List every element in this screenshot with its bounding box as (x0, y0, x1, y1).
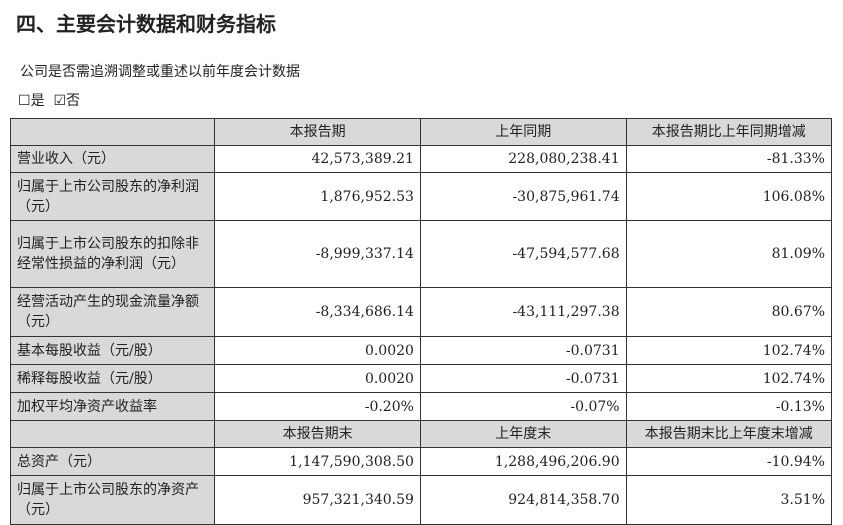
cell-value: -30,875,961.74 (419, 172, 627, 221)
cell-value: -8,999,337.14 (214, 220, 421, 288)
cell-value: -0.20% (214, 392, 421, 421)
column-header: 本报告期末比上年度末增减 (625, 420, 833, 448)
cell-value: -0.13% (625, 392, 833, 421)
table-row: 加权平均净资产收益率 -0.20% -0.07% -0.13% (9, 392, 833, 421)
cell-value: -0.0731 (419, 364, 627, 393)
cell-value: 3.51% (625, 475, 833, 525)
cell-value: 228,080,238.41 (419, 145, 627, 173)
cell-value: 81.09% (625, 220, 833, 288)
row-label: 归属于上市公司股东的净利润（元） (9, 172, 216, 221)
option-yes-label: 是 (30, 93, 45, 109)
row-label: 营业收入（元） (9, 145, 216, 173)
row-label: 归属于上市公司股东的扣除非经常性损益的净利润（元） (9, 220, 216, 288)
column-header: 本报告期比上年同期增减 (625, 118, 833, 146)
column-header: 本报告期末 (214, 420, 421, 448)
table-row: 稀释每股收益（元/股） 0.0020 -0.0731 102.74% (9, 364, 833, 393)
column-header: 上年度末 (419, 420, 627, 448)
table-row: 基本每股收益（元/股） 0.0020 -0.0731 102.74% (9, 336, 833, 365)
cell-value: 0.0020 (214, 364, 421, 393)
table-header-row: 本报告期 上年同期 本报告期比上年同期增减 (9, 118, 833, 146)
section-title: 四、主要会计数据和财务指标 (16, 12, 276, 36)
cell-value: -81.33% (625, 145, 833, 173)
row-label: 基本每股收益（元/股） (9, 336, 216, 365)
table-row: 归属于上市公司股东的净利润（元） 1,876,952.53 -30,875,961.… (9, 172, 833, 221)
restatement-question: 公司是否需追溯调整或重述以前年度会计数据 (20, 64, 300, 80)
cell-value: 0.0020 (214, 336, 421, 365)
row-label: 总资产（元） (9, 447, 216, 476)
option-no-label: 否 (66, 93, 81, 109)
table-row: 经营活动产生的现金流量净额（元） -8,334,686.14 -43,111,297… (9, 287, 833, 337)
cell-value: 102.74% (625, 364, 833, 393)
cell-value: 1,288,496,206.90 (419, 447, 627, 476)
column-header (9, 420, 216, 448)
cell-value: 957,321,340.59 (214, 475, 421, 525)
column-header (9, 118, 216, 146)
column-header: 本报告期 (214, 118, 421, 146)
row-label: 经营活动产生的现金流量净额（元） (9, 287, 216, 337)
table-header-row: 本报告期末 上年度末 本报告期末比上年度末增减 (9, 420, 833, 448)
column-header: 上年同期 (419, 118, 627, 146)
cell-value: 1,876,952.53 (214, 172, 421, 221)
checkbox-no[interactable]: ☑ (53, 93, 67, 109)
cell-value: 102.74% (625, 336, 833, 365)
cell-value: -47,594,577.68 (419, 220, 627, 288)
row-label: 加权平均净资产收益率 (9, 392, 216, 421)
cell-value: -0.07% (419, 392, 627, 421)
row-label: 稀释每股收益（元/股） (9, 364, 216, 393)
financial-table: 本报告期 上年同期 本报告期比上年同期增减 营业收入（元） 42,573,389.21 2… (9, 118, 833, 525)
cell-value: 42,573,389.21 (214, 145, 421, 173)
cell-value: -0.0731 (419, 336, 627, 365)
table-row: 营业收入（元） 42,573,389.21 228,080,238.41 -81.33… (9, 145, 833, 173)
table-row: 归属于上市公司股东的扣除非经常性损益的净利润（元） -8,999,337.14 -4… (9, 220, 833, 288)
cell-value: -43,111,297.38 (419, 287, 627, 337)
cell-value: 106.08% (625, 172, 833, 221)
cell-value: -8,334,686.14 (214, 287, 421, 337)
restatement-options: ☐是 ☑否 (18, 90, 80, 110)
checkbox-yes[interactable]: ☐ (18, 93, 31, 109)
cell-value: 80.67% (625, 287, 833, 337)
cell-value: -10.94% (625, 447, 833, 476)
row-label: 归属于上市公司股东的净资产（元） (9, 475, 216, 525)
table-row: 归属于上市公司股东的净资产（元） 957,321,340.59 924,814,35… (9, 475, 833, 525)
cell-value: 924,814,358.70 (419, 475, 627, 525)
cell-value: 1,147,590,308.50 (214, 447, 421, 476)
table-row: 总资产（元） 1,147,590,308.50 1,288,496,206.90 -1… (9, 447, 833, 476)
